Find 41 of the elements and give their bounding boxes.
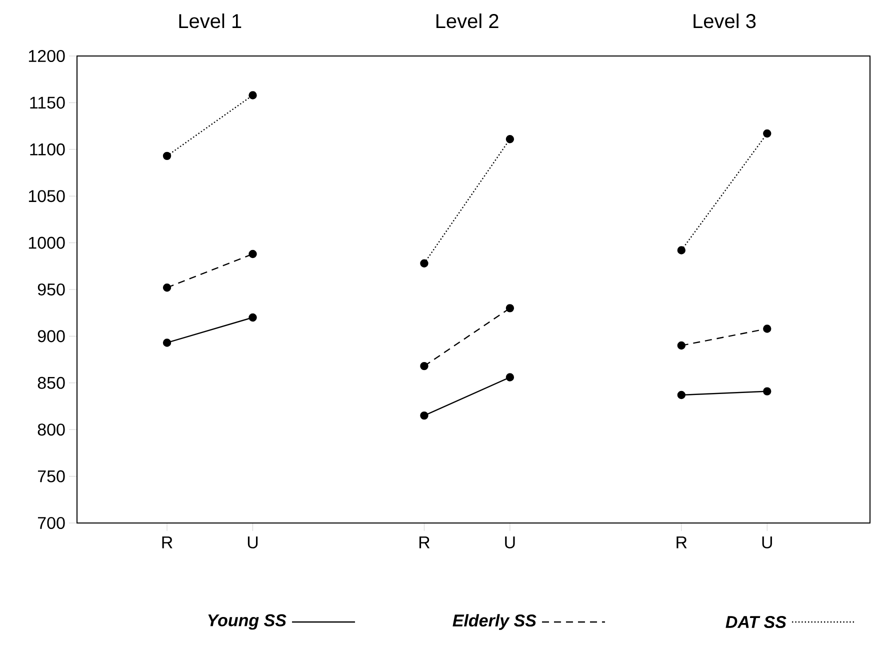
x-tick-label: U [762, 536, 772, 548]
point [248, 313, 257, 322]
point [162, 338, 172, 347]
x-tick-label: R [419, 536, 430, 548]
y-tick-label: 800 [38, 424, 65, 436]
point [162, 152, 172, 160]
point [677, 390, 686, 400]
y-tick-label: 750 [38, 470, 65, 482]
y-tick-label: 850 [38, 376, 65, 389]
y-tick-label: 1100 [30, 143, 65, 156]
y-tick-label: 1150 [30, 96, 65, 109]
legend-label: Young SS [208, 614, 286, 630]
y-tick-label: 700 [38, 516, 65, 530]
x-tick-label: U [505, 536, 515, 548]
point [506, 373, 514, 382]
y-tick-label: 900 [38, 330, 65, 342]
y-tick-label: 1050 [28, 190, 65, 202]
x-tick-label: R [676, 536, 687, 548]
point [763, 387, 772, 396]
point [248, 250, 257, 258]
point [763, 129, 772, 138]
text: Level 1 [179, 14, 242, 28]
point [420, 411, 428, 420]
y-tick-label: 1000 [28, 236, 65, 249]
legend-label: DAT SS [726, 616, 786, 628]
point [248, 91, 257, 100]
x-tick-label: R [162, 536, 172, 548]
point [506, 135, 514, 144]
point [162, 284, 172, 292]
point [420, 259, 428, 268]
text: Level 2 [436, 14, 498, 28]
point [420, 362, 428, 370]
point [677, 341, 686, 350]
y-tick-label: 1200 [28, 50, 65, 62]
x-tick-label: U [248, 536, 258, 548]
point [763, 324, 772, 333]
text: Level 3 [694, 14, 756, 28]
point [677, 246, 686, 254]
y-tick-label: 950 [38, 283, 65, 296]
point [506, 304, 514, 312]
legend-label: Elderly SS [452, 614, 536, 630]
